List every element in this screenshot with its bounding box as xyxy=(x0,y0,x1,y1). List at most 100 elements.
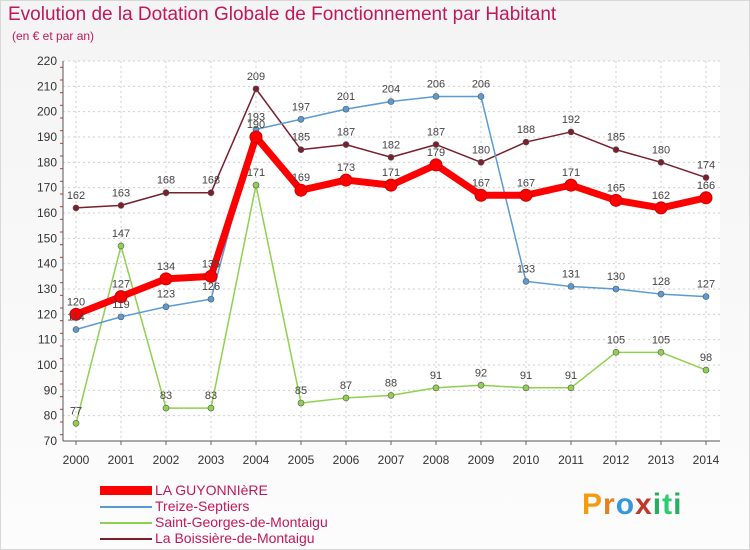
data-point xyxy=(657,159,665,166)
data-label: 85 xyxy=(295,385,307,397)
data-point xyxy=(657,290,665,298)
data-label: 120 xyxy=(67,296,85,308)
x-tick-label: 2010 xyxy=(513,453,540,467)
data-label: 127 xyxy=(697,279,715,291)
data-point xyxy=(207,295,215,303)
legend-label: Treize-Septiers xyxy=(155,498,250,514)
data-label: 201 xyxy=(337,91,355,103)
data-point xyxy=(477,93,485,100)
data-label: 83 xyxy=(160,390,172,402)
data-label: 206 xyxy=(472,78,490,90)
data-point xyxy=(252,85,260,93)
y-tick-label: 210 xyxy=(37,79,57,93)
y-tick-label: 180 xyxy=(37,155,57,169)
y-tick-label: 130 xyxy=(37,282,57,296)
data-point xyxy=(72,326,80,333)
data-point xyxy=(567,283,575,290)
data-label: 91 xyxy=(430,370,442,382)
proxiti-logo: Proxiti xyxy=(582,488,682,522)
data-label: 134 xyxy=(157,261,175,273)
axes: 7080901001101201301401501601701801902002… xyxy=(37,54,720,467)
data-point xyxy=(207,189,215,197)
x-tick-label: 2008 xyxy=(423,453,450,467)
data-point xyxy=(384,178,398,192)
data-point xyxy=(207,404,215,412)
data-point xyxy=(702,293,710,300)
logo-letter: i xyxy=(652,488,663,521)
data-point xyxy=(117,202,125,209)
data-point xyxy=(342,141,350,148)
data-label: 105 xyxy=(652,334,670,346)
data-point xyxy=(657,349,665,356)
data-label: 193 xyxy=(247,111,265,123)
data-point xyxy=(69,307,83,321)
data-point xyxy=(699,191,713,205)
data-point xyxy=(522,138,530,146)
series xyxy=(69,85,713,427)
x-tick-label: 2004 xyxy=(243,453,270,467)
chart-subtitle: (en € et par an) xyxy=(12,29,95,43)
logo-letter: o xyxy=(615,488,636,521)
data-point xyxy=(117,242,125,250)
x-tick-label: 2001 xyxy=(108,453,135,467)
data-point xyxy=(564,178,578,192)
y-tick-label: 190 xyxy=(37,130,57,144)
data-label: 169 xyxy=(292,172,310,184)
data-label: 185 xyxy=(607,132,625,144)
data-label: 166 xyxy=(697,180,715,192)
data-point xyxy=(342,105,350,113)
data-point xyxy=(522,384,530,392)
data-point xyxy=(432,141,440,148)
data-label: 83 xyxy=(205,390,217,402)
data-label: 179 xyxy=(427,147,445,159)
data-point xyxy=(294,183,308,197)
data-label: 197 xyxy=(292,101,310,113)
x-tick-label: 2006 xyxy=(333,453,360,467)
data-point xyxy=(387,392,395,399)
data-point xyxy=(702,174,710,181)
legend-swatch xyxy=(100,506,152,508)
data-label: 147 xyxy=(112,228,130,240)
x-tick-label: 2000 xyxy=(63,453,90,467)
data-labels: 162 163 168 168 209 185 187 182 187 180 188 192 185 1… xyxy=(67,71,715,417)
data-point xyxy=(339,173,353,187)
data-point xyxy=(297,115,305,123)
grid xyxy=(63,60,720,442)
data-point xyxy=(387,98,395,105)
data-label: 168 xyxy=(157,175,175,187)
data-point xyxy=(477,381,485,389)
data-point xyxy=(702,366,710,374)
data-label: 167 xyxy=(472,177,490,189)
legend-label: LA GUYONNIèRE xyxy=(155,482,268,498)
data-point xyxy=(519,188,533,202)
data-label: 180 xyxy=(472,144,490,156)
y-tick-label: 110 xyxy=(38,333,57,347)
data-point xyxy=(567,128,575,136)
data-label: 168 xyxy=(202,175,220,187)
y-tick-label: 100 xyxy=(37,358,57,372)
data-label: 88 xyxy=(385,377,397,389)
data-point xyxy=(159,272,173,286)
data-label: 92 xyxy=(475,367,487,379)
data-point xyxy=(654,201,668,215)
data-label: 130 xyxy=(607,271,625,283)
data-label: 98 xyxy=(700,352,712,364)
data-label: 167 xyxy=(517,177,535,189)
logo-letter: i xyxy=(673,488,683,521)
legend-swatch xyxy=(100,486,152,495)
data-point xyxy=(249,130,263,144)
data-label: 77 xyxy=(70,405,82,417)
y-tick-label: 90 xyxy=(44,383,58,397)
y-tick-label: 70 xyxy=(44,434,58,448)
data-point xyxy=(297,146,305,153)
data-label: 173 xyxy=(337,162,355,174)
data-point xyxy=(612,146,620,153)
data-label: 171 xyxy=(382,167,400,179)
data-point xyxy=(432,93,440,100)
data-label: 204 xyxy=(382,84,400,96)
data-point xyxy=(612,285,620,293)
data-point xyxy=(252,181,260,189)
legend-swatch xyxy=(100,522,152,524)
data-label: 163 xyxy=(112,187,130,199)
